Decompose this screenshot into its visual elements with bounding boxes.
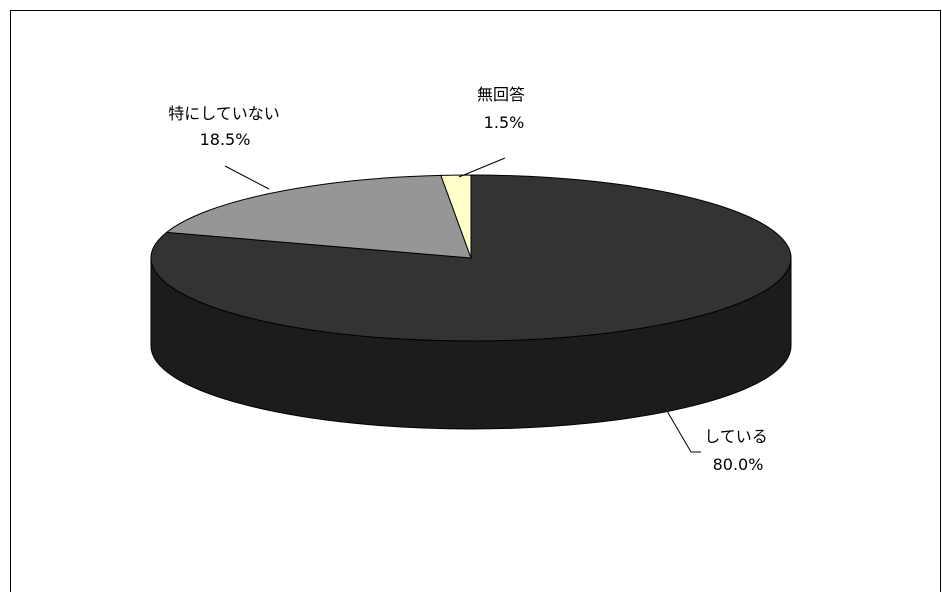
leader-line-tokuni	[224, 165, 270, 190]
pie-slice-1	[165, 174, 472, 259]
leader-line-mukaitou	[458, 157, 506, 178]
slice-label-mukaitou: 無回答	[477, 85, 525, 104]
slice-label-shiteiru: している	[704, 427, 768, 446]
slice-label-tokuni: 特にしていない	[168, 104, 280, 123]
pie-slice-0	[150, 174, 792, 342]
pie-slice-2	[440, 174, 472, 259]
leader-line-shiteiru	[666, 410, 701, 453]
slice-value-shiteiru: 80.0%	[713, 455, 764, 474]
pie-body	[150, 174, 792, 430]
pie-chart: 特にしていない 18.5% 無回答 1.5% している 80.0%	[150, 85, 792, 474]
slice-value-mukaitou: 1.5%	[484, 113, 525, 132]
leader-lines	[224, 157, 701, 453]
chart-frame: 特にしていない 18.5% 無回答 1.5% している 80.0%	[10, 10, 941, 592]
slice-value-tokuni: 18.5%	[200, 130, 251, 149]
data-labels: 特にしていない 18.5% 無回答 1.5% している 80.0%	[168, 85, 768, 474]
